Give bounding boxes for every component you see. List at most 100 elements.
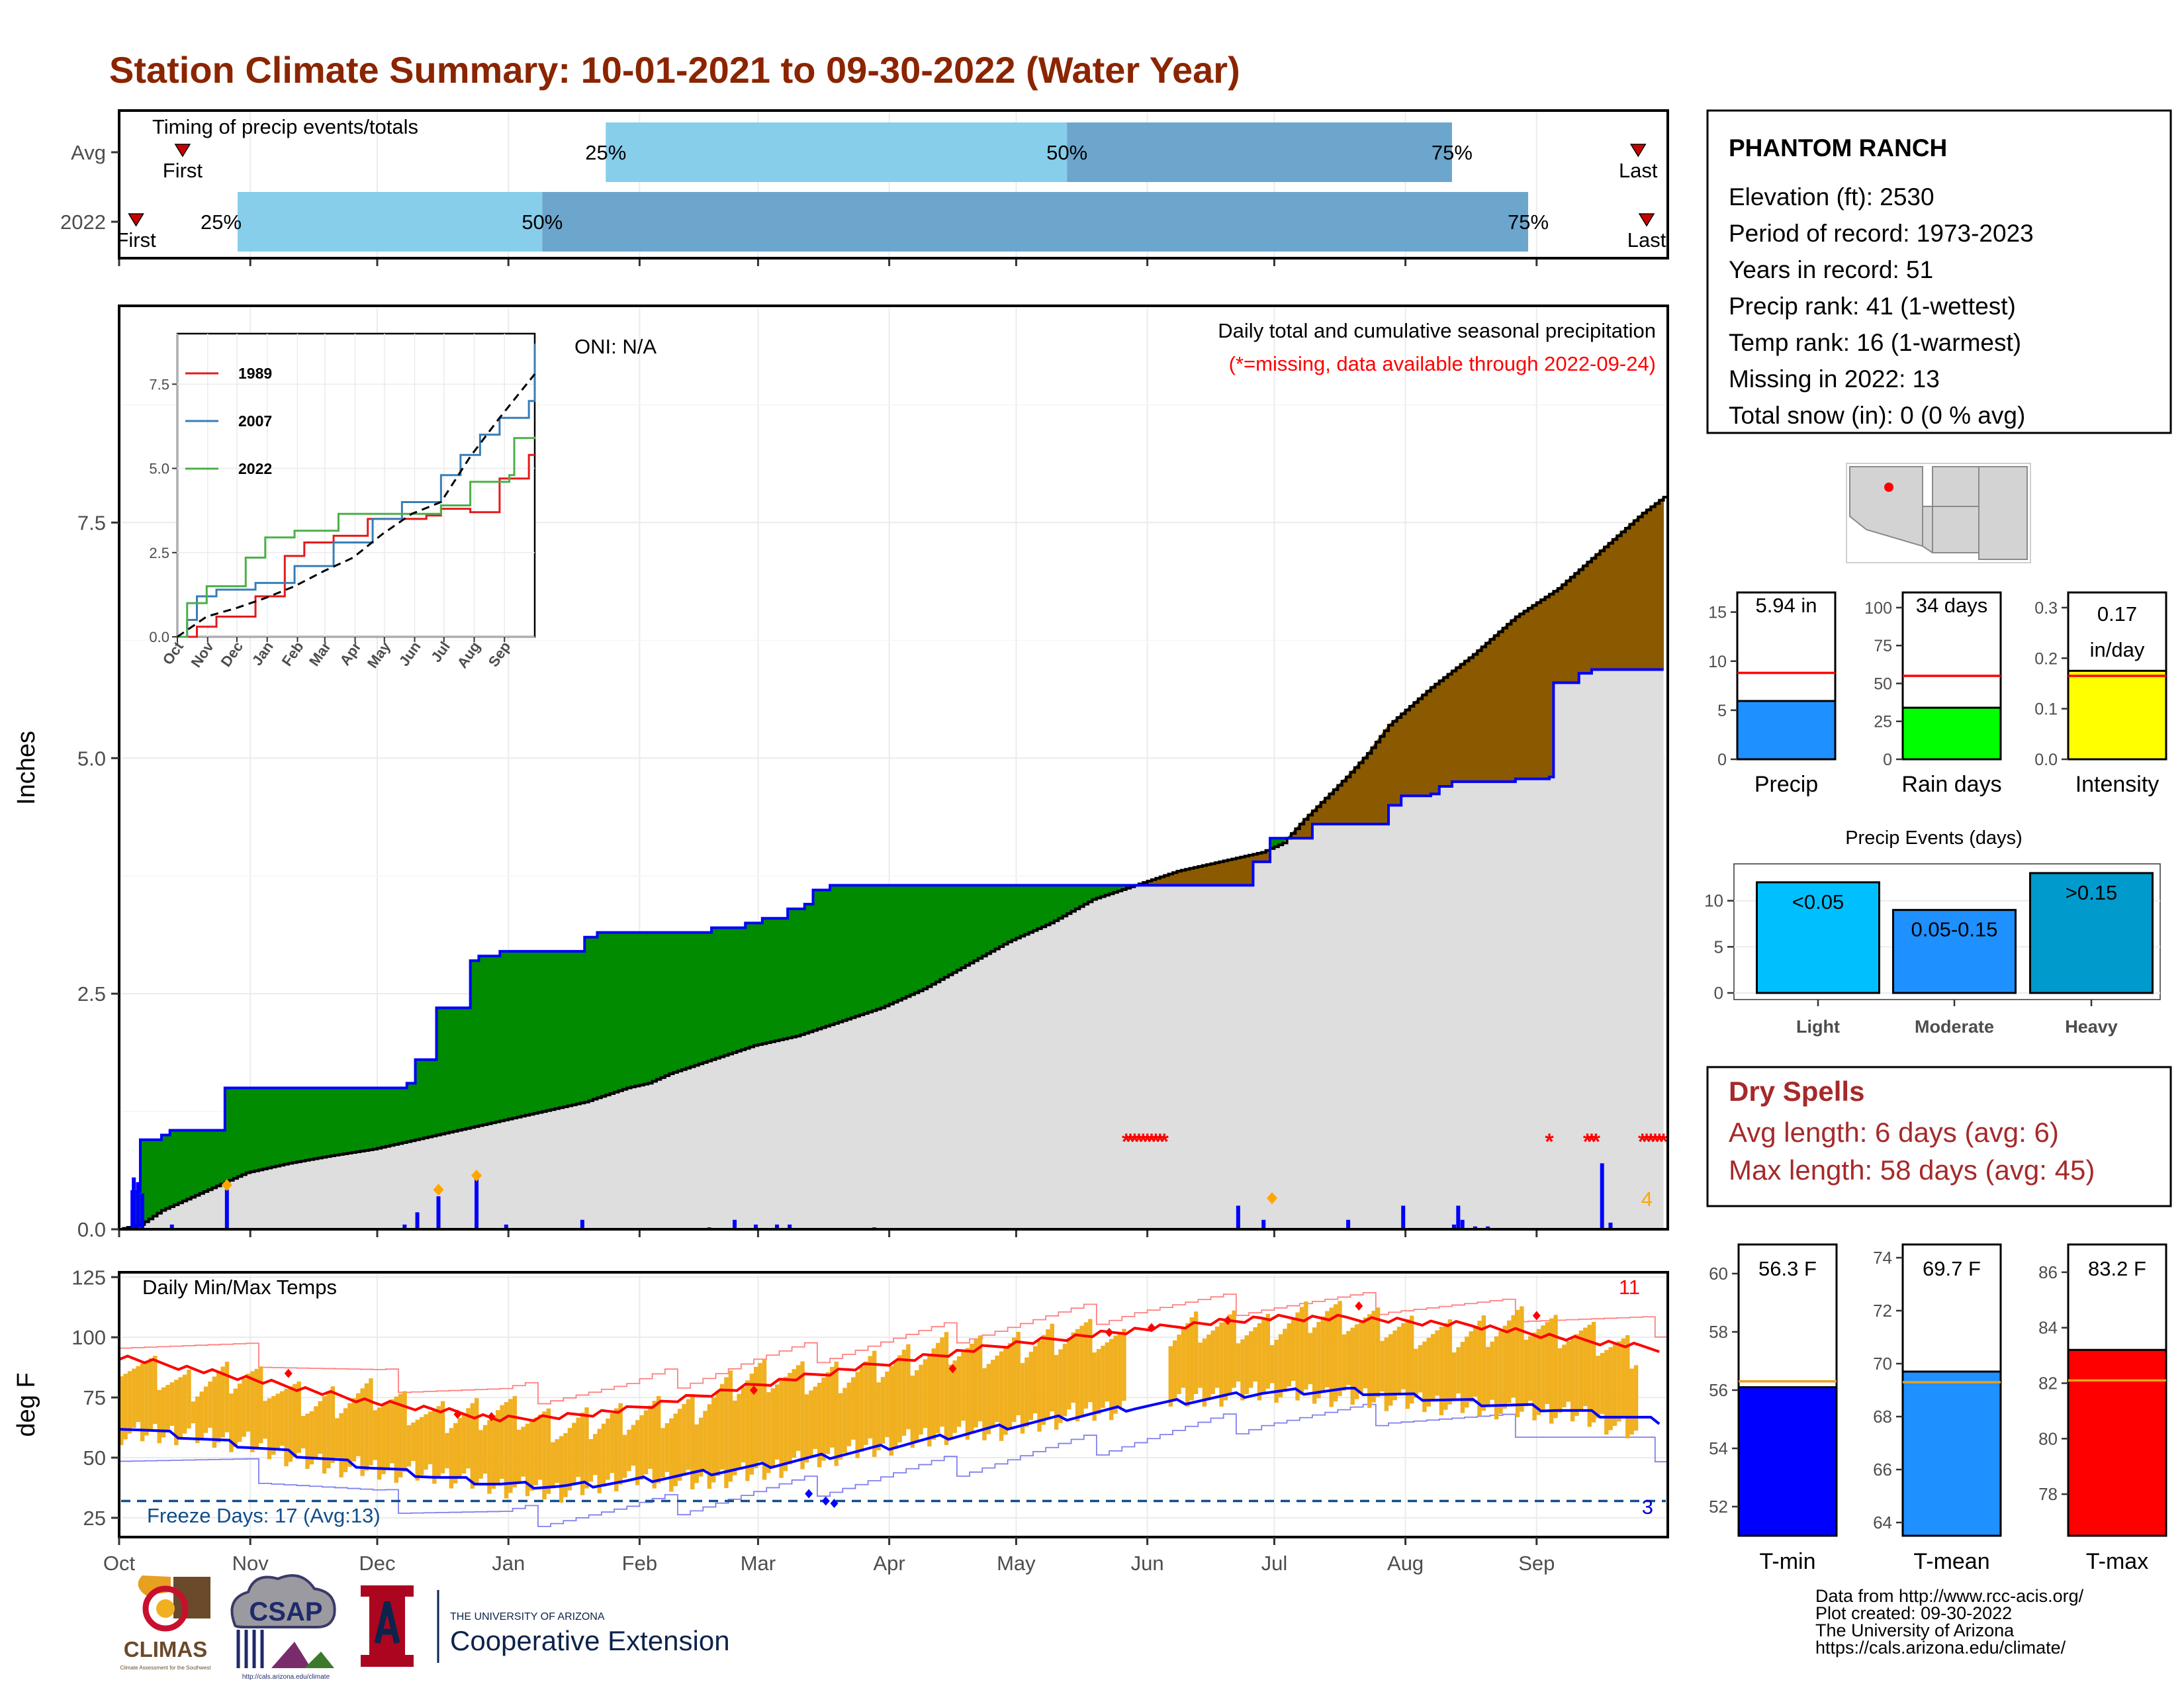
- daily-temp-bar: [1507, 1320, 1512, 1403]
- daily-temp-bar: [449, 1428, 454, 1489]
- daily-precip-bar: [788, 1224, 792, 1229]
- timing-p75-label: 75%: [1432, 141, 1473, 164]
- record-high-marker: [453, 1409, 462, 1419]
- daily-temp-bar: [445, 1432, 449, 1469]
- daily-temp-bar: [1198, 1342, 1203, 1388]
- daily-temp-bar: [741, 1387, 746, 1463]
- daily-temp-bar: [910, 1376, 915, 1448]
- daily-temp-bar: [555, 1439, 559, 1483]
- daily-temp-bar: [1371, 1311, 1376, 1403]
- record-high-marker: [948, 1364, 957, 1374]
- daily-temp-bar: [893, 1360, 898, 1449]
- daily-temp-bar: [1062, 1343, 1068, 1417]
- daily-temp-bar: [195, 1396, 200, 1444]
- avg-cumulative-line: [119, 495, 1668, 1231]
- daily-temp-bar: [1219, 1322, 1224, 1407]
- summary-ytick-label: 0.0: [2034, 751, 2058, 769]
- daily-precip-bar: [415, 1212, 420, 1229]
- daily-precip-bar: [1600, 1163, 1604, 1229]
- daily-temp-bar: [627, 1429, 631, 1472]
- month-label-jan: Jan: [492, 1552, 525, 1575]
- daily-temp-bar: [1024, 1357, 1029, 1427]
- daily-temp-bar: [1549, 1318, 1554, 1424]
- daily-temp-bar: [1050, 1323, 1054, 1412]
- daily-precip-bar: [169, 1224, 174, 1229]
- events-bar-heavy: [2029, 872, 2154, 994]
- daily-precip-bar: [1451, 1224, 1456, 1229]
- temp-summary-bar-t-max: [2067, 1348, 2167, 1537]
- daily-temp-bar: [690, 1394, 695, 1489]
- summary-value-label: 34 days: [1916, 594, 1988, 617]
- daily-temp-bar: [199, 1391, 204, 1438]
- daily-temp-bar: [677, 1409, 682, 1481]
- daily-temp-bar: [991, 1360, 995, 1429]
- daily-precip-bar: [1456, 1205, 1461, 1229]
- daily-temp-bar: [191, 1401, 196, 1424]
- temp-summary-ytick-label: 58: [1709, 1322, 1728, 1342]
- month-label-apr: Apr: [873, 1552, 905, 1575]
- daily-temp-bar: [880, 1377, 886, 1444]
- daily-temp-bar: [1283, 1329, 1287, 1392]
- daily-temp-bar: [377, 1407, 382, 1480]
- daily-temp-bar: [576, 1417, 580, 1477]
- missing-day-marker: *: [1126, 1129, 1135, 1154]
- footer-line: Data from http://www.rcc-acis.org/: [1815, 1586, 2084, 1606]
- month-label-jul: Jul: [1261, 1552, 1288, 1575]
- temp-ytick-label: 125: [71, 1266, 106, 1289]
- daily-temp-bar: [1028, 1352, 1033, 1421]
- daily-temp-bar: [1316, 1322, 1321, 1399]
- daily-temp-bar: [1003, 1347, 1008, 1435]
- daily-temp-bar: [187, 1370, 191, 1429]
- daily-temp-bar: [1426, 1337, 1431, 1407]
- daily-temp-bar: [965, 1348, 970, 1440]
- record-low-marker: [821, 1496, 830, 1506]
- daily-temp-bar: [995, 1355, 999, 1423]
- daily-precip-bar: [1261, 1219, 1266, 1229]
- temp-ytick-label: 100: [71, 1326, 106, 1349]
- daily-temp-bar: [940, 1337, 944, 1427]
- daily-temp-bar: [737, 1393, 741, 1469]
- daily-temp-bar: [1520, 1306, 1524, 1412]
- station-info-line: Missing in 2022: 13: [1729, 365, 1940, 393]
- daily-temp-bar: [1228, 1314, 1232, 1394]
- temp-ytick-label: 75: [83, 1386, 106, 1409]
- daily-temp-bar: [398, 1393, 403, 1477]
- events-bar-label: <0.05: [1792, 890, 1844, 914]
- temp-summary-value-label: 69.7 F: [1923, 1257, 1981, 1280]
- temp-y-label: deg F: [13, 1372, 40, 1436]
- daily-temp-bar: [1350, 1327, 1355, 1405]
- daily-precip-bar: [1473, 1226, 1477, 1229]
- daily-temp-bar: [1210, 1331, 1215, 1394]
- daily-temp-bar: [369, 1378, 373, 1466]
- daily-temp-bar: [1240, 1339, 1245, 1401]
- missing-day-marker: *: [1583, 1129, 1592, 1154]
- daily-temp-bar: [1629, 1368, 1634, 1435]
- daily-temp-bar: [1494, 1336, 1499, 1420]
- station-info-line: Elevation (ft): 2530: [1729, 183, 1934, 211]
- daily-temp-bar: [242, 1378, 246, 1437]
- timing-bar-25-50: [238, 192, 543, 252]
- daily-temp-bar: [1498, 1331, 1503, 1415]
- daily-temp-bar: [1278, 1334, 1283, 1397]
- daily-temp-bar: [715, 1390, 720, 1476]
- daily-temp-bar: [584, 1407, 589, 1489]
- daily-temp-bar: [529, 1421, 534, 1491]
- daily-temp-bar: [521, 1427, 525, 1477]
- missing-day-marker: *: [1587, 1129, 1596, 1154]
- daily-temp-bar: [1168, 1346, 1173, 1407]
- locator-map: [1846, 463, 2031, 563]
- daily-temp-bar: [381, 1405, 386, 1474]
- daily-temp-bar: [855, 1372, 860, 1458]
- precip-ytick-label: 5.0: [77, 747, 106, 770]
- precip-events-panel: Precip Events (days) 0 5 10 <0.05 Light 0.05-…: [1704, 827, 2161, 1037]
- csap-logo-text: CSAP: [249, 1597, 322, 1626]
- daily-temp-bar: [956, 1356, 962, 1427]
- daily-precip-bar: [1486, 1226, 1490, 1229]
- daily-temp-bar: [1612, 1344, 1617, 1426]
- daily-precip-bar: [1236, 1205, 1240, 1229]
- temp-summary-category-label: T-max: [2086, 1549, 2148, 1574]
- daily-temp-bar: [834, 1361, 839, 1466]
- record-high-marker: [1224, 1315, 1232, 1325]
- temp-summary-category-label: T-min: [1760, 1549, 1816, 1574]
- summary-bar-panels: 0 5 10 15 5.94 in Precip 0 25 50 75 100 34 days Rain…: [1708, 591, 2167, 797]
